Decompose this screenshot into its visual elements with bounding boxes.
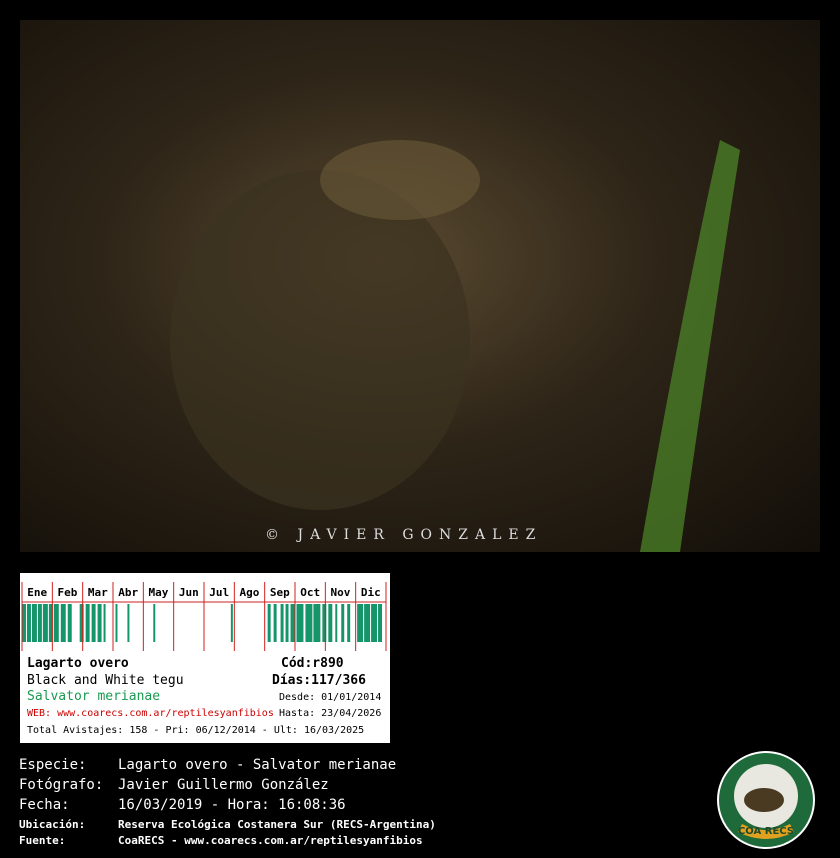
sighting-stripe (280, 604, 284, 642)
sighting-stripe (103, 604, 106, 642)
sighting-stripe (305, 604, 313, 642)
code: Cód:r890 (281, 656, 344, 671)
sighting-stripe (42, 604, 48, 642)
sighting-stripe (230, 604, 233, 642)
month-label: Ago (239, 586, 260, 599)
sighting-stripe (285, 604, 289, 642)
sighting-stripe (60, 604, 66, 642)
common-name: Lagarto overo (27, 656, 129, 671)
sighting-stripe (322, 604, 327, 642)
detail-value: CoaRECS - www.coarecs.com.ar/reptilesyan… (118, 834, 423, 847)
sighting-stripe (347, 604, 351, 642)
since: Desde: 01/01/2014 (279, 692, 382, 703)
scientific-name: Salvator merianae (27, 689, 161, 704)
totals: Total Avistajes: 158 - Pri: 06/12/2014 -… (27, 725, 365, 736)
sighting-stripe (335, 604, 338, 642)
detail-label: Fuente: (19, 834, 66, 847)
photo-art (170, 140, 740, 552)
sighting-stripe (48, 604, 53, 642)
sighting-stripe (115, 604, 118, 642)
sighting-calendar: Lagarto overo Cód:r890 Black and White t… (20, 573, 390, 743)
detail-label: Fotógrafo: (19, 777, 104, 793)
sighting-stripe (26, 604, 31, 642)
sighting-stripe (22, 604, 26, 642)
english-name: Black and White tegu (27, 673, 184, 688)
detail-label: Ubicación: (19, 818, 86, 831)
detail-label: Especie: (19, 757, 87, 773)
sighting-stripe (290, 604, 296, 642)
detail-label: Fecha: (19, 797, 70, 813)
month-label: Oct (300, 586, 321, 599)
watermark: © JAVIER GONZALEZ (265, 527, 543, 543)
sighting-stripe (273, 604, 277, 642)
sighting-stripe (341, 604, 345, 642)
sighting-stripe (267, 604, 271, 642)
sighting-stripe (378, 604, 383, 642)
sighting-stripe (79, 604, 84, 642)
detail-value: 16/03/2019 - Hora: 16:08:36 (118, 797, 346, 813)
sighting-stripe (313, 604, 321, 642)
sighting-stripe (85, 604, 90, 642)
days: Días:117/366 (272, 673, 366, 688)
sighting-stripe (31, 604, 37, 642)
sighting-stripe (153, 604, 156, 642)
sighting-stripe (127, 604, 130, 642)
sighting-stripe (364, 604, 371, 642)
until: Hasta: 23/04/2026 (279, 708, 382, 719)
sighting-stripe (296, 604, 304, 642)
sighting-stripe (67, 604, 72, 642)
detail-value: Lagarto overo - Salvator merianae (118, 757, 397, 773)
month-label: Mar (87, 586, 108, 599)
logo: COA RECS (717, 751, 815, 849)
web-link: WEB: www.coarecs.com.ar/reptilesyanfibio… (27, 708, 274, 719)
detail-value: Reserva Ecológica Costanera Sur (RECS-Ar… (118, 818, 436, 831)
month-label: Jun (178, 586, 199, 599)
month-label: May (148, 586, 169, 599)
month-label: Ene (27, 586, 48, 599)
calendar-bars (21, 582, 387, 651)
month-label: Jul (209, 586, 230, 599)
month-label: Dic (360, 586, 381, 599)
sighting-stripe (91, 604, 96, 642)
logo-text: COA RECS (738, 826, 794, 837)
month-label: Abr (118, 586, 139, 599)
month-label: Sep (269, 586, 290, 599)
sighting-stripe (97, 604, 102, 642)
photo (20, 20, 820, 552)
sighting-stripe (328, 604, 333, 642)
sighting-stripe (371, 604, 378, 642)
month-label: Nov (330, 586, 351, 599)
sighting-stripe (37, 604, 42, 642)
sighting-stripe (53, 604, 59, 642)
detail-value: Javier Guillermo González (118, 777, 329, 793)
month-label: Feb (57, 586, 78, 599)
sighting-stripe (357, 604, 364, 642)
